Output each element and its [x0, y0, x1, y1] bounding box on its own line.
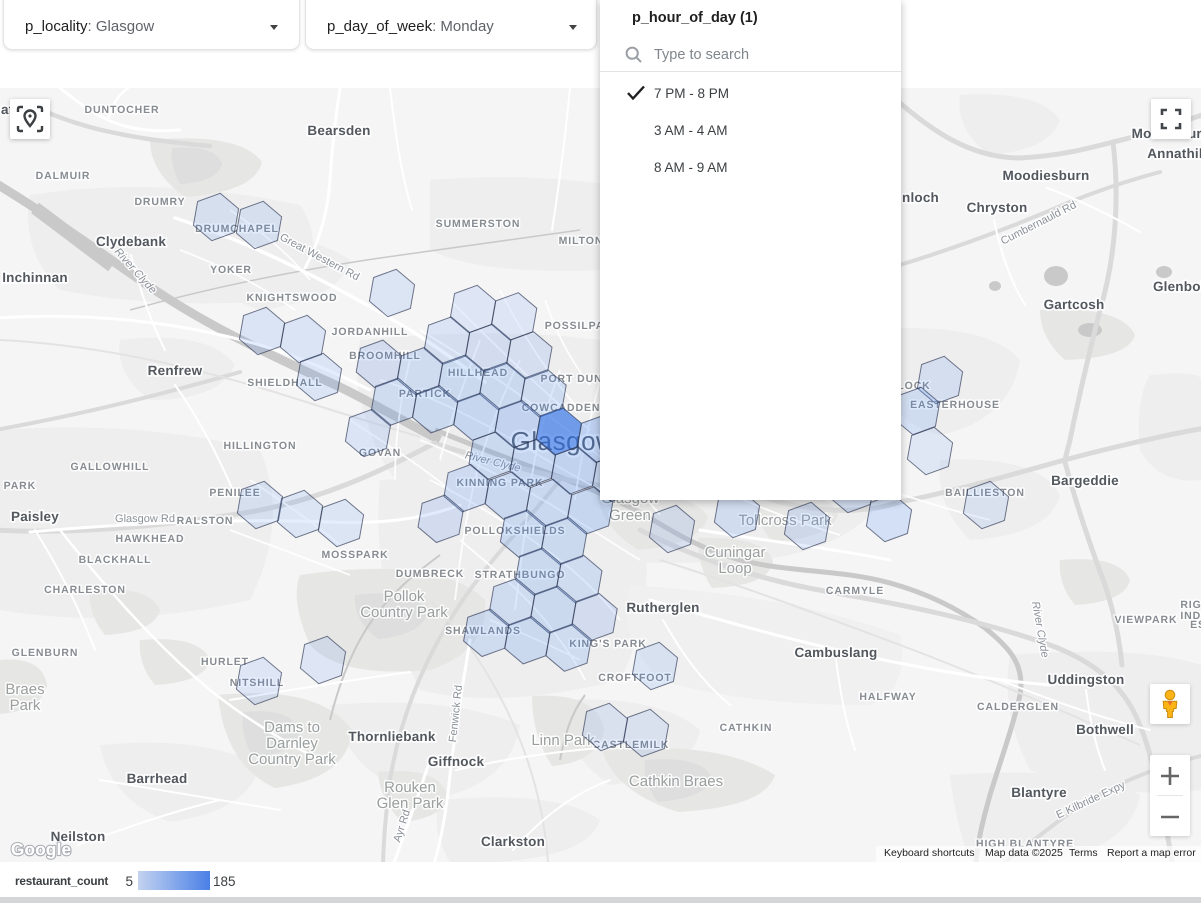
svg-text:Google: Google	[11, 840, 71, 859]
svg-text:Inchinnan: Inchinnan	[2, 270, 68, 285]
svg-text:POLLOKSHIELDS: POLLOKSHIELDS	[465, 525, 566, 537]
svg-text:Tollcross Park: Tollcross Park	[738, 512, 832, 529]
svg-text:LOCK: LOCK	[897, 380, 930, 392]
svg-text:Dams to: Dams to	[264, 719, 320, 736]
svg-text:GALLOWHILL: GALLOWHILL	[71, 461, 150, 473]
svg-text:Google: Google	[11, 840, 71, 859]
svg-text:DUMBRECK: DUMBRECK	[396, 568, 464, 580]
svg-text:KNIGHTSWOOD: KNIGHTSWOOD	[247, 292, 338, 304]
svg-text:Clydebank: Clydebank	[96, 234, 166, 249]
svg-text:DALMUIR: DALMUIR	[36, 170, 91, 182]
svg-text:CARMYLE: CARMYLE	[826, 585, 884, 597]
svg-text:EASTERHOUSE: EASTERHOUSE	[910, 399, 1000, 411]
svg-text:VIEWPARK: VIEWPARK	[1114, 614, 1177, 626]
svg-text:Rutherglen: Rutherglen	[626, 600, 699, 615]
svg-text:Thornliebank: Thornliebank	[348, 729, 435, 744]
svg-text:Bargeddie: Bargeddie	[1051, 473, 1119, 488]
svg-text:Bothwell: Bothwell	[1076, 722, 1134, 737]
svg-text:E PARK: E PARK	[0, 480, 36, 492]
svg-text:DUNTOCHER: DUNTOCHER	[85, 104, 160, 116]
svg-text:NITSHILL: NITSHILL	[230, 677, 284, 689]
svg-text:KING'S PARK: KING'S PARK	[569, 638, 647, 650]
svg-text:GLENBURN: GLENBURN	[12, 647, 79, 659]
svg-text:Bearsden: Bearsden	[307, 123, 370, 138]
svg-text:GOVAN: GOVAN	[359, 447, 401, 459]
svg-text:Neilston: Neilston	[51, 829, 106, 844]
svg-text:CALDERGLEN: CALDERGLEN	[977, 701, 1059, 713]
svg-text:Glasgow Rd: Glasgow Rd	[115, 513, 175, 525]
svg-text:RIG: RIG	[1180, 599, 1201, 611]
svg-text:HURLET: HURLET	[201, 656, 249, 668]
svg-text:STRATHBUNGO: STRATHBUNGO	[475, 569, 566, 581]
svg-text:Clarkston: Clarkston	[481, 834, 545, 849]
svg-text:MOSSPARK: MOSSPARK	[321, 549, 388, 561]
svg-text:Blantyre: Blantyre	[1011, 785, 1067, 800]
svg-text:Giffnock: Giffnock	[428, 754, 485, 769]
svg-text:Moodiesburn: Moodiesburn	[1003, 168, 1090, 183]
svg-text:Country Park: Country Park	[248, 751, 336, 768]
svg-text:BROOMHILL: BROOMHILL	[349, 350, 421, 362]
svg-text:CATHKIN: CATHKIN	[720, 722, 773, 734]
svg-text:Park: Park	[10, 697, 41, 714]
svg-text:Cathkin Braes: Cathkin Braes	[629, 773, 723, 790]
svg-text:CROFTFOOT: CROFTFOOT	[598, 672, 671, 684]
svg-text:Rouken: Rouken	[384, 779, 436, 796]
svg-text:nloch: nloch	[902, 190, 939, 205]
svg-text:Cambuslang: Cambuslang	[794, 645, 877, 660]
svg-text:JORDANHILL: JORDANHILL	[332, 326, 409, 338]
svg-text:Glen Park: Glen Park	[377, 795, 444, 812]
svg-text:ES: ES	[1190, 619, 1201, 631]
svg-text:Loop: Loop	[718, 560, 751, 577]
svg-text:Chryston: Chryston	[967, 200, 1028, 215]
svg-text:HILLINGTON: HILLINGTON	[224, 440, 297, 452]
svg-text:Braes: Braes	[5, 681, 44, 698]
svg-text:BAILLIESTON: BAILLIESTON	[945, 487, 1025, 499]
svg-text:HALFWAY: HALFWAY	[859, 691, 916, 703]
svg-text:SHIELDHALL: SHIELDHALL	[247, 377, 323, 389]
svg-text:Darnley: Darnley	[266, 735, 318, 752]
svg-text:Barrhead: Barrhead	[127, 771, 188, 786]
svg-text:Glenboig: Glenboig	[1153, 279, 1201, 294]
svg-text:CASTLEMILK: CASTLEMILK	[593, 739, 670, 751]
svg-text:Country Park: Country Park	[360, 604, 448, 621]
svg-text:Green: Green	[609, 507, 651, 524]
svg-text:SHAWLANDS: SHAWLANDS	[445, 625, 521, 637]
svg-text:DRUMRY: DRUMRY	[134, 196, 185, 208]
svg-text:Paisley: Paisley	[11, 509, 59, 524]
svg-text:PENILEE: PENILEE	[209, 487, 260, 499]
svg-text:SUMMERSTON: SUMMERSTON	[436, 218, 521, 230]
svg-text:YOKER: YOKER	[210, 264, 252, 276]
svg-text:INDU: INDU	[1180, 610, 1201, 622]
svg-text:HAWKHEAD: HAWKHEAD	[115, 533, 184, 545]
svg-text:BLACKHALL: BLACKHALL	[79, 554, 152, 566]
svg-text:Uddingston: Uddingston	[1048, 672, 1125, 687]
svg-text:Linn Park: Linn Park	[531, 732, 595, 749]
svg-text:Renfrew: Renfrew	[148, 363, 203, 378]
svg-text:HILLHEAD: HILLHEAD	[448, 367, 508, 379]
svg-text:Cuningar: Cuningar	[705, 544, 766, 561]
svg-text:Annathill: Annathill	[1147, 146, 1201, 161]
svg-text:COWCADDENS: COWCADDENS	[522, 402, 609, 414]
svg-text:Pollok: Pollok	[384, 588, 425, 605]
svg-text:DRUMCHAPEL: DRUMCHAPEL	[195, 223, 279, 235]
svg-text:CHARLESTON: CHARLESTON	[44, 584, 126, 596]
svg-text:Gartcosh: Gartcosh	[1044, 297, 1105, 312]
svg-text:MILTON: MILTON	[559, 235, 604, 247]
svg-text:RALSTON: RALSTON	[177, 515, 234, 527]
